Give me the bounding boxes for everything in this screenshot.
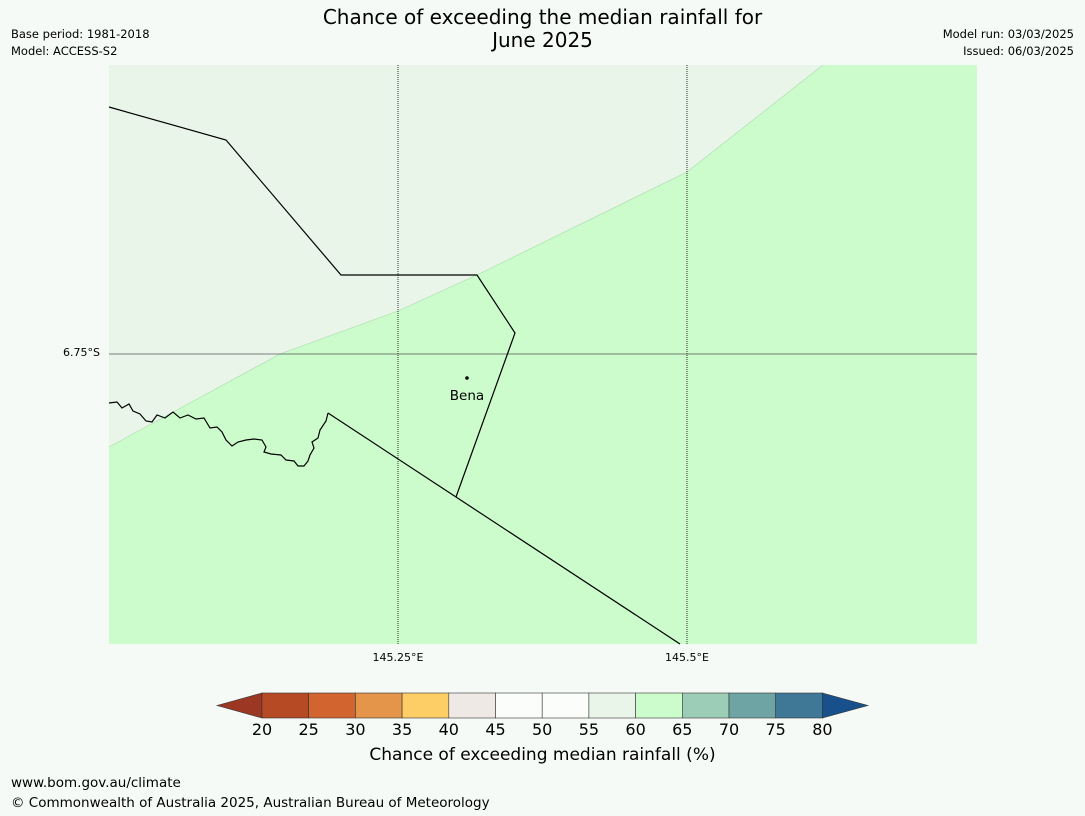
lon-tick-label: 145.25°E (372, 651, 424, 664)
river-boundary (108, 401, 329, 467)
colorbar-tick-label: 50 (532, 720, 553, 739)
boundary-line-south (327, 412, 681, 645)
colorbar-segment (401, 692, 450, 719)
colorbar-segment (635, 692, 683, 719)
footer-copyright: © Commonwealth of Australia 2025, Austra… (11, 795, 490, 811)
model-name: Model: ACCESS-S2 (11, 44, 118, 58)
colorbar-tick-label: 60 (625, 720, 646, 739)
colorbar-segment (448, 692, 496, 719)
colorbar-segment (588, 692, 636, 719)
lon-tick-label: 145.5°E (665, 651, 709, 664)
colorbar-segment (681, 692, 730, 719)
colorbar-segment (261, 692, 310, 719)
colorbar-segment (541, 692, 590, 719)
issued-date: Issued: 06/03/2025 (963, 44, 1074, 58)
colorbar-tick-label: 40 (438, 720, 459, 739)
colorbar-segment (728, 692, 777, 719)
colorbar-tick-label: 25 (298, 720, 319, 739)
colorbar-segment (355, 692, 403, 719)
town-label: Bena (449, 388, 485, 404)
colorbar-extend-low (215, 692, 263, 719)
colorbar-tick-label: 30 (345, 720, 366, 739)
colorbar-tick-label: 65 (672, 720, 693, 739)
map-title: Chance of exceeding the median rainfall … (322, 5, 763, 52)
colorbar-tick-label: 45 (485, 720, 506, 739)
region-60-65 (109, 65, 977, 644)
footer-url: www.bom.gov.au/climate (11, 775, 181, 791)
colorbar-tick-label: 55 (578, 720, 600, 739)
town-marker (465, 376, 469, 380)
colorbar-tick-label: 35 (391, 720, 413, 739)
colorbar-segment (495, 692, 543, 719)
lat-tick-label: 6.75°S (63, 346, 100, 359)
colorbar-segment (308, 692, 356, 719)
colorbar-tick-label: 80 (812, 720, 833, 739)
colorbar-tick-label: 75 (765, 720, 786, 739)
meta-left: Base period: 1981-2018 Model: ACCESS-S2 (11, 26, 150, 60)
colorbar-label: Chance of exceeding median rainfall (%) (369, 745, 716, 765)
meta-right: Model run: 03/03/2025 Issued: 06/03/2025 (943, 26, 1074, 60)
contour-60 (108, 64, 824, 448)
model-run: Model run: 03/03/2025 (942, 27, 1074, 41)
boundary-line-north (108, 106, 516, 498)
colorbar-extend-high (822, 692, 870, 719)
colorbar-tick-label: 20 (251, 720, 273, 739)
colorbar-segment (775, 692, 823, 719)
colorbar-tick-label: 70 (718, 720, 740, 739)
base-period: Base period: 1981-2018 (11, 27, 150, 41)
